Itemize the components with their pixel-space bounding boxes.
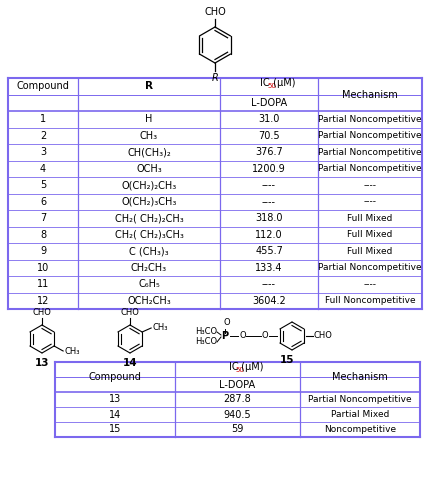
Text: 13: 13 [35, 358, 49, 368]
Text: Noncompetitive: Noncompetitive [324, 425, 396, 434]
Text: 112.0: 112.0 [255, 230, 283, 240]
Text: Mechanism: Mechanism [332, 372, 388, 382]
Text: O(CH₂)₂CH₃: O(CH₂)₂CH₃ [121, 180, 177, 190]
Text: O: O [262, 332, 269, 340]
Text: 7: 7 [40, 213, 46, 223]
Text: IC: IC [228, 362, 238, 372]
Text: 12: 12 [37, 296, 49, 306]
Text: 50: 50 [236, 366, 244, 372]
Text: Partial Noncompetitive: Partial Noncompetitive [318, 148, 422, 157]
Text: 13: 13 [109, 394, 121, 404]
Text: CH₃: CH₃ [152, 324, 168, 332]
Text: 318.0: 318.0 [255, 213, 283, 223]
Text: 3604.2: 3604.2 [252, 296, 286, 306]
Text: 6: 6 [40, 196, 46, 207]
Text: 1: 1 [40, 114, 46, 124]
Text: Partial Noncompetitive: Partial Noncompetitive [308, 395, 412, 404]
Text: CH₃: CH₃ [64, 346, 80, 356]
Text: Full Mixed: Full Mixed [347, 246, 393, 256]
Text: CHO: CHO [120, 308, 139, 317]
Text: Full Mixed: Full Mixed [347, 230, 393, 239]
Text: 4: 4 [40, 164, 46, 174]
Text: 11: 11 [37, 279, 49, 289]
Text: IC: IC [260, 78, 270, 88]
Text: Compound: Compound [89, 372, 141, 382]
Text: C (CH₃)₃: C (CH₃)₃ [129, 246, 169, 256]
Text: H₃CO: H₃CO [195, 328, 217, 336]
Text: CHO: CHO [204, 7, 226, 17]
Text: Compound: Compound [17, 81, 69, 91]
Text: Full Mixed: Full Mixed [347, 214, 393, 223]
Text: R: R [145, 81, 153, 91]
Text: (μM): (μM) [239, 362, 264, 372]
Text: H: H [145, 114, 153, 124]
Text: R: R [212, 73, 218, 83]
Text: 10: 10 [37, 263, 49, 273]
Text: O: O [239, 332, 246, 340]
Text: CH₃: CH₃ [140, 130, 158, 141]
Text: 15: 15 [280, 355, 294, 365]
Text: 9: 9 [40, 246, 46, 256]
Text: ----: ---- [363, 180, 377, 190]
Text: 940.5: 940.5 [224, 410, 251, 420]
Text: ----: ---- [262, 196, 276, 207]
Text: 5: 5 [40, 180, 46, 190]
Text: C₆H₅: C₆H₅ [138, 279, 160, 289]
Text: 14: 14 [109, 410, 121, 420]
Text: 70.5: 70.5 [258, 130, 280, 141]
Text: O: O [224, 318, 230, 327]
Text: (μM): (μM) [270, 78, 295, 88]
Text: 287.8: 287.8 [224, 394, 252, 404]
Text: CH₂( CH₂)₂CH₃: CH₂( CH₂)₂CH₃ [115, 213, 183, 223]
Text: 133.4: 133.4 [255, 263, 283, 273]
Text: 2: 2 [40, 130, 46, 141]
Text: 3: 3 [40, 147, 46, 157]
Text: O(CH₂)₃CH₃: O(CH₂)₃CH₃ [121, 196, 177, 207]
Text: Partial Noncompetitive: Partial Noncompetitive [318, 263, 422, 272]
Text: 14: 14 [123, 358, 137, 368]
Text: ----: ---- [363, 197, 377, 206]
Text: Partial Noncompetitive: Partial Noncompetitive [318, 115, 422, 124]
Text: L-DOPA: L-DOPA [219, 380, 255, 390]
Text: Partial Noncompetitive: Partial Noncompetitive [318, 131, 422, 140]
Text: CH₂( CH₂)₃CH₃: CH₂( CH₂)₃CH₃ [114, 230, 184, 240]
Text: 376.7: 376.7 [255, 147, 283, 157]
Text: 455.7: 455.7 [255, 246, 283, 256]
Text: 31.0: 31.0 [258, 114, 280, 124]
Text: 15: 15 [109, 424, 121, 434]
Text: L-DOPA: L-DOPA [251, 98, 287, 108]
Text: 1200.9: 1200.9 [252, 164, 286, 174]
Text: Partial Noncompetitive: Partial Noncompetitive [318, 164, 422, 173]
Text: Full Noncompetitive: Full Noncompetitive [325, 296, 415, 305]
Text: 59: 59 [231, 424, 244, 434]
Text: 8: 8 [40, 230, 46, 240]
Text: Mechanism: Mechanism [342, 90, 398, 100]
Text: ----: ---- [262, 180, 276, 190]
Text: P: P [221, 331, 229, 341]
Text: ----: ---- [363, 280, 377, 289]
Text: 50: 50 [267, 83, 276, 89]
Text: CH(CH₃)₂: CH(CH₃)₂ [127, 147, 171, 157]
Text: CH₂CH₃: CH₂CH₃ [131, 263, 167, 273]
Text: CHO: CHO [314, 332, 333, 340]
Text: OCH₂CH₃: OCH₂CH₃ [127, 296, 171, 306]
Text: OCH₃: OCH₃ [136, 164, 162, 174]
Text: H₃CO: H₃CO [195, 338, 217, 346]
Text: CHO: CHO [33, 308, 52, 317]
Text: ----: ---- [262, 279, 276, 289]
Text: Partial Mixed: Partial Mixed [331, 410, 389, 419]
